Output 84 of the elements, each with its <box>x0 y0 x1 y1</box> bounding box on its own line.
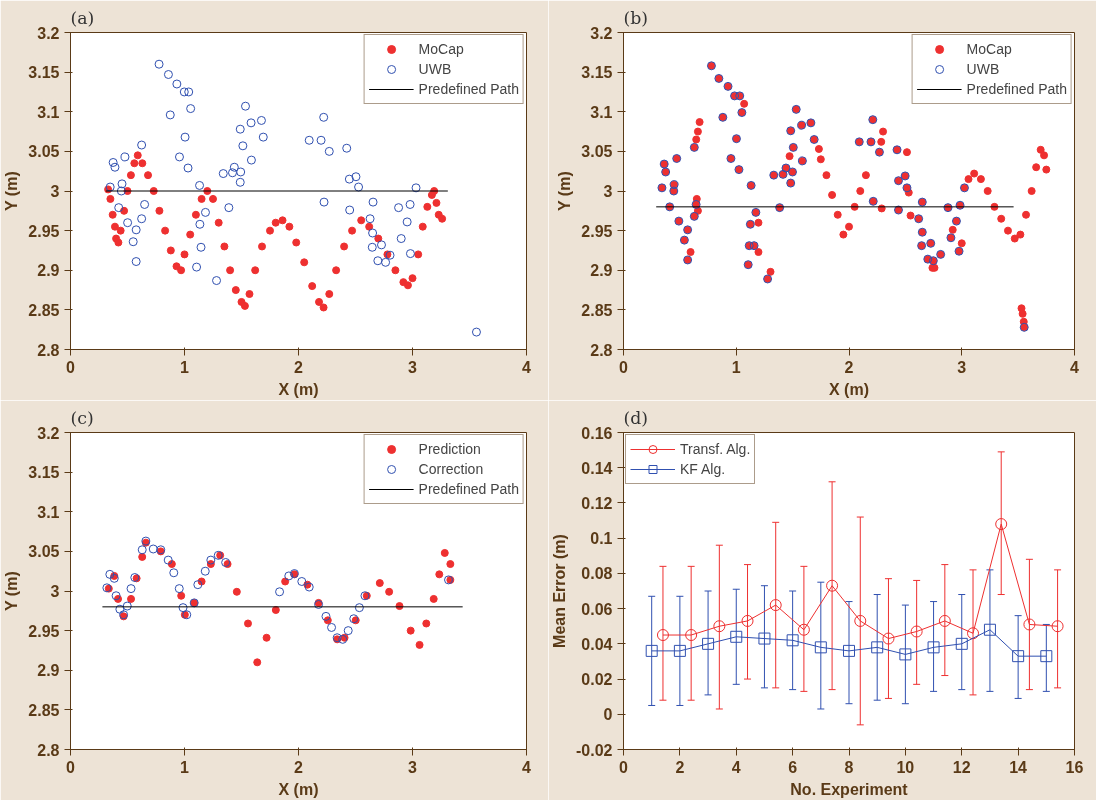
y-tick-label: 0 <box>603 706 613 724</box>
x-tick-label: 16 <box>1065 758 1084 776</box>
x-tick-label: 6 <box>788 758 798 776</box>
y-tick-label: 0.14 <box>581 459 613 477</box>
x-tick-label: 8 <box>844 758 854 776</box>
legend-label: Transf. Alg. <box>680 441 751 457</box>
x-tick-label: 1 <box>731 358 741 376</box>
y-tick-label: 2.9 <box>37 262 60 280</box>
legend-label: MoCap <box>418 41 464 57</box>
x-axis-title: X (m) <box>278 780 319 798</box>
y-tick-label: 3.05 <box>581 143 613 161</box>
y-tick-label: 3.15 <box>28 64 60 82</box>
x-tick-label: 0 <box>66 358 76 376</box>
y-tick-label: 3.2 <box>37 424 60 442</box>
y-tick-label: 2.8 <box>37 341 60 359</box>
x-tick-label: 2 <box>844 358 854 376</box>
y-tick-label: 3 <box>603 183 613 200</box>
x-tick-label: 0 <box>619 358 629 376</box>
x-tick-label: 2 <box>294 758 304 776</box>
legend-label: UWB <box>966 61 1000 77</box>
x-tick-label: 14 <box>1009 758 1028 776</box>
y-tick-label: 2.95 <box>581 222 613 240</box>
legend-label: Predefined Path <box>966 81 1067 97</box>
y-tick-label: 0.08 <box>581 565 613 583</box>
x-tick-label: 2 <box>294 358 304 376</box>
y-tick-label: 2.85 <box>581 301 613 319</box>
legend-label: Predefined Path <box>418 81 519 97</box>
y-axis-title: Y (m) <box>556 171 574 211</box>
legend-label: Prediction <box>418 441 481 457</box>
y-tick-label: 3.2 <box>37 24 60 42</box>
y-tick-label: 3.1 <box>37 103 60 121</box>
legend-label: Correction <box>418 461 484 477</box>
y-tick-label: 0.12 <box>581 494 613 512</box>
legend-label: KF Alg. <box>680 461 726 477</box>
x-tick-label: 1 <box>180 758 190 776</box>
legend-label: Predefined Path <box>418 481 519 497</box>
chart-title: (d) <box>623 407 649 428</box>
x-tick-label: 0 <box>66 758 76 776</box>
x-tick-label: 3 <box>957 358 967 376</box>
y-tick-label: 2.9 <box>37 662 60 680</box>
x-tick-label: 1 <box>180 358 190 376</box>
y-axis-title: Y (m) <box>3 171 21 211</box>
x-tick-label: 4 <box>731 758 741 776</box>
y-axis-title: Mean Error (m) <box>551 534 569 648</box>
y-tick-label: 3.15 <box>581 64 613 82</box>
y-tick-label: 0.06 <box>581 600 613 618</box>
x-tick-label: 12 <box>952 758 971 776</box>
y-tick-label: 2.85 <box>28 701 60 719</box>
x-tick-label: 2 <box>675 758 685 776</box>
y-tick-label: 3.1 <box>590 103 613 121</box>
y-tick-label: 3.2 <box>590 24 613 42</box>
chart-title: (a) <box>70 7 95 28</box>
chart-title: (c) <box>70 407 94 428</box>
x-tick-label: 0 <box>619 758 629 776</box>
y-tick-label: 2.9 <box>590 262 613 280</box>
y-tick-label: 2.95 <box>28 222 60 240</box>
y-tick-label: -0.02 <box>576 741 613 759</box>
x-axis-title: No. Experiment <box>790 780 909 798</box>
x-tick-label: 4 <box>522 358 532 376</box>
y-tick-label: 3.15 <box>28 464 60 482</box>
x-tick-label: 4 <box>522 758 532 776</box>
y-tick-label: 2.85 <box>28 301 60 319</box>
y-tick-label: 2.8 <box>590 341 613 359</box>
y-tick-label: 3.05 <box>28 143 60 161</box>
x-tick-label: 4 <box>1070 358 1080 376</box>
legend-label: UWB <box>418 61 452 77</box>
y-tick-label: 3 <box>50 183 60 200</box>
x-tick-label: 3 <box>408 758 418 776</box>
x-axis-title: X (m) <box>829 380 869 398</box>
x-axis-title: X (m) <box>278 380 319 398</box>
y-tick-label: 0.1 <box>590 530 613 548</box>
y-tick-label: 3 <box>50 583 60 600</box>
y-tick-label: 3.1 <box>37 503 60 521</box>
x-tick-label: 3 <box>408 358 418 376</box>
y-tick-label: 2.95 <box>28 622 60 640</box>
y-tick-label: 0.04 <box>581 635 613 653</box>
y-tick-label: 0.16 <box>581 424 613 442</box>
y-tick-label: 3.05 <box>28 543 60 561</box>
chart-title: (b) <box>623 7 649 28</box>
y-tick-label: 0.02 <box>581 671 613 689</box>
x-tick-label: 10 <box>896 758 915 776</box>
legend-label: MoCap <box>966 41 1012 57</box>
y-axis-title: Y (m) <box>3 571 21 611</box>
y-tick-label: 2.8 <box>37 741 60 759</box>
